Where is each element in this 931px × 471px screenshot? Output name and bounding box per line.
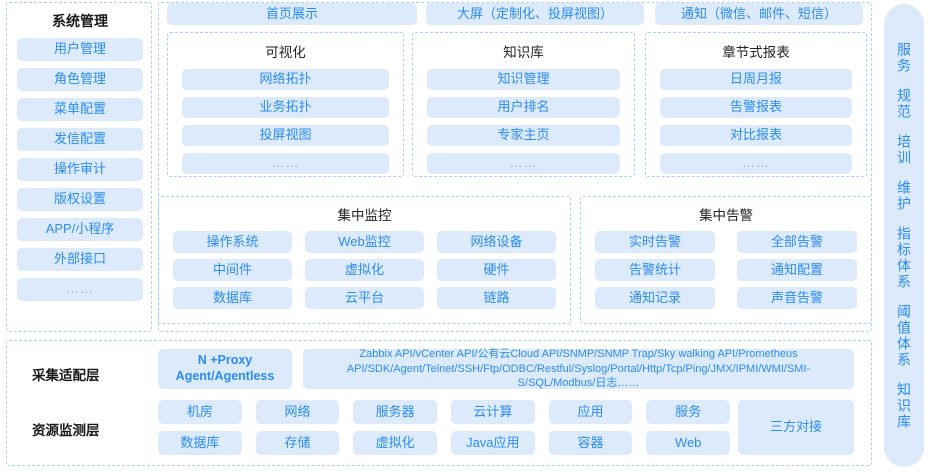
visualization-item-screen-view[interactable]: 投屏视图 — [182, 125, 389, 146]
sidebar-item-copyright-settings[interactable]: 版权设置 — [17, 188, 143, 211]
sidebar-item-external-interface[interactable]: 外部接口 — [17, 248, 143, 271]
sidebar-item-operation-audit[interactable]: 操作审计 — [17, 158, 143, 181]
resource-item-storage[interactable]: 存储 — [255, 431, 340, 455]
monitoring-item-link[interactable]: 链路 — [437, 287, 556, 309]
visualization-item-more[interactable]: …… — [182, 153, 389, 174]
report-item-daily-weekly-monthly[interactable]: 日周月报 — [660, 69, 852, 90]
visualization-title: 可视化 — [265, 45, 306, 60]
knowledge-base-item-more[interactable]: …… — [427, 153, 620, 174]
visualization-item-network-topology[interactable]: 网络拓扑 — [182, 69, 389, 90]
top-tab-row: 首页展示 大屏（定制化、投屏视图） 通知（微信、邮件、短信） — [158, 3, 872, 25]
system-management-panel: 系统管理 用户管理 角色管理 菜单配置 发信配置 操作审计 版权设置 APP/小… — [6, 2, 152, 332]
monitoring-item-web-monitoring[interactable]: Web监控 — [305, 231, 424, 253]
tab-big-screen[interactable]: 大屏（定制化、投屏视图） — [426, 3, 644, 25]
centralized-monitoring-panel: 集中监控 操作系统 Web监控 网络设备 中间件 虚拟化 硬件 数据库 云平台 … — [158, 196, 571, 324]
application-layer-frame — [158, 2, 872, 332]
sidebar-item-app-miniprogram[interactable]: APP/小程序 — [17, 218, 143, 241]
resource-layer-label: 资源监测层 — [32, 423, 100, 438]
knowledge-base-title: 知识库 — [503, 45, 544, 60]
right-bar-item-service: 服务 — [896, 41, 912, 74]
resource-item-web[interactable]: Web — [646, 431, 730, 455]
monitoring-item-operating-system[interactable]: 操作系统 — [173, 231, 292, 253]
alarm-item-notification-log[interactable]: 通知记录 — [595, 287, 715, 309]
centralized-monitoring-grid: 操作系统 Web监控 网络设备 中间件 虚拟化 硬件 数据库 云平台 链路 — [173, 231, 556, 309]
resource-item-service[interactable]: 服务 — [646, 400, 730, 424]
tab-notification[interactable]: 通知（微信、邮件、短信） — [655, 3, 863, 25]
collection-layer-label: 采集适配层 — [32, 368, 100, 383]
protocol-api-list: Zabbix API/vCenter API/公有云Cloud API/SNMP… — [303, 348, 854, 389]
resource-item-virtualization[interactable]: 虚拟化 — [353, 431, 437, 455]
alarm-item-sound-alarm[interactable]: 声音告警 — [737, 287, 857, 309]
service-standard-sidebar: 服务 规范 培训 维护 指标体系 阈值体系 知识库 — [884, 4, 924, 467]
right-bar-item-training: 培训 — [896, 133, 912, 166]
sidebar-item-role-management[interactable]: 角色管理 — [17, 68, 143, 91]
centralized-monitoring-body: 集中监控 操作系统 Web监控 网络设备 中间件 虚拟化 硬件 数据库 云平台 … — [159, 197, 570, 323]
right-bar-item-knowledge-base: 知识库 — [896, 381, 912, 430]
proxy-agent-box[interactable]: N +Proxy Agent/Agentless — [158, 349, 292, 389]
alarm-item-all-alarms[interactable]: 全部告警 — [737, 231, 857, 253]
report-title: 章节式报表 — [722, 45, 790, 60]
centralized-alarm-body: 集中告警 实时告警 全部告警 告警统计 通知配置 通知记录 声音告警 — [581, 197, 871, 323]
report-item-alarm-report[interactable]: 告警报表 — [660, 97, 852, 118]
sidebar-item-more[interactable]: …… — [17, 278, 143, 301]
resource-item-server[interactable]: 服务器 — [353, 400, 437, 424]
visualization-item-business-topology[interactable]: 业务拓扑 — [182, 97, 389, 118]
proxy-line-2: Agent/Agentless — [175, 369, 275, 383]
sidebar-item-menu-config[interactable]: 菜单配置 — [17, 98, 143, 121]
right-bar-item-standard: 规范 — [896, 87, 912, 120]
report-panel-body: 章节式报表 日周月报 告警报表 对比报表 …… — [646, 33, 866, 176]
visualization-panel: 可视化 网络拓扑 业务拓扑 投屏视图 …… — [167, 32, 404, 177]
monitoring-item-database[interactable]: 数据库 — [173, 287, 292, 309]
knowledge-base-item-knowledge-management[interactable]: 知识管理 — [427, 69, 620, 90]
centralized-alarm-grid: 实时告警 全部告警 告警统计 通知配置 通知记录 声音告警 — [595, 231, 857, 309]
third-party-integration-box[interactable]: 三方对接 — [738, 400, 854, 455]
resource-item-container[interactable]: 容器 — [548, 431, 633, 455]
resource-grid: 机房 网络 服务器 云计算 应用 服务 数据库 存储 虚拟化 Java应用 容器… — [158, 400, 730, 455]
sidebar-item-mail-config[interactable]: 发信配置 — [17, 128, 143, 151]
resource-item-application[interactable]: 应用 — [548, 400, 633, 424]
monitoring-item-cloud-platform[interactable]: 云平台 — [305, 287, 424, 309]
resource-item-database[interactable]: 数据库 — [158, 431, 242, 455]
right-bar-item-maintenance: 维护 — [896, 179, 912, 212]
tab-home-display[interactable]: 首页展示 — [167, 3, 417, 25]
report-item-more[interactable]: …… — [660, 153, 852, 174]
centralized-alarm-title: 集中告警 — [699, 208, 753, 223]
centralized-alarm-panel: 集中告警 实时告警 全部告警 告警统计 通知配置 通知记录 声音告警 — [580, 196, 872, 324]
resource-item-java-application[interactable]: Java应用 — [450, 431, 535, 455]
system-management-list: 系统管理 用户管理 角色管理 菜单配置 发信配置 操作审计 版权设置 APP/小… — [17, 11, 143, 308]
resource-item-data-center[interactable]: 机房 — [158, 400, 242, 424]
report-panel: 章节式报表 日周月报 告警报表 对比报表 …… — [645, 32, 867, 177]
alarm-item-alarm-statistics[interactable]: 告警统计 — [595, 259, 715, 281]
monitoring-item-virtualization[interactable]: 虚拟化 — [305, 259, 424, 281]
resource-item-network[interactable]: 网络 — [255, 400, 340, 424]
knowledge-base-panel: 知识库 知识管理 用户排名 专家主页 …… — [412, 32, 635, 177]
alarm-item-notification-config[interactable]: 通知配置 — [737, 259, 857, 281]
monitoring-item-middleware[interactable]: 中间件 — [173, 259, 292, 281]
collection-resource-frame — [6, 340, 872, 466]
sidebar-item-user-management[interactable]: 用户管理 — [17, 38, 143, 61]
right-bar-item-metric-system: 指标体系 — [896, 225, 912, 290]
knowledge-base-item-expert-homepage[interactable]: 专家主页 — [427, 125, 620, 146]
system-management-title: 系统管理 — [52, 13, 108, 29]
right-bar-item-threshold-system: 阈值体系 — [896, 303, 912, 368]
visualization-panel-body: 可视化 网络拓扑 业务拓扑 投屏视图 …… — [168, 33, 403, 176]
knowledge-base-panel-body: 知识库 知识管理 用户排名 专家主页 …… — [413, 33, 634, 176]
centralized-monitoring-title: 集中监控 — [337, 208, 392, 223]
monitoring-item-network-device[interactable]: 网络设备 — [437, 231, 556, 253]
resource-item-cloud-computing[interactable]: 云计算 — [450, 400, 535, 424]
alarm-item-realtime-alarm[interactable]: 实时告警 — [595, 231, 715, 253]
monitoring-item-hardware[interactable]: 硬件 — [437, 259, 556, 281]
report-item-comparison-report[interactable]: 对比报表 — [660, 125, 852, 146]
proxy-line-1: N +Proxy — [197, 353, 253, 368]
knowledge-base-item-user-ranking[interactable]: 用户排名 — [427, 97, 620, 118]
